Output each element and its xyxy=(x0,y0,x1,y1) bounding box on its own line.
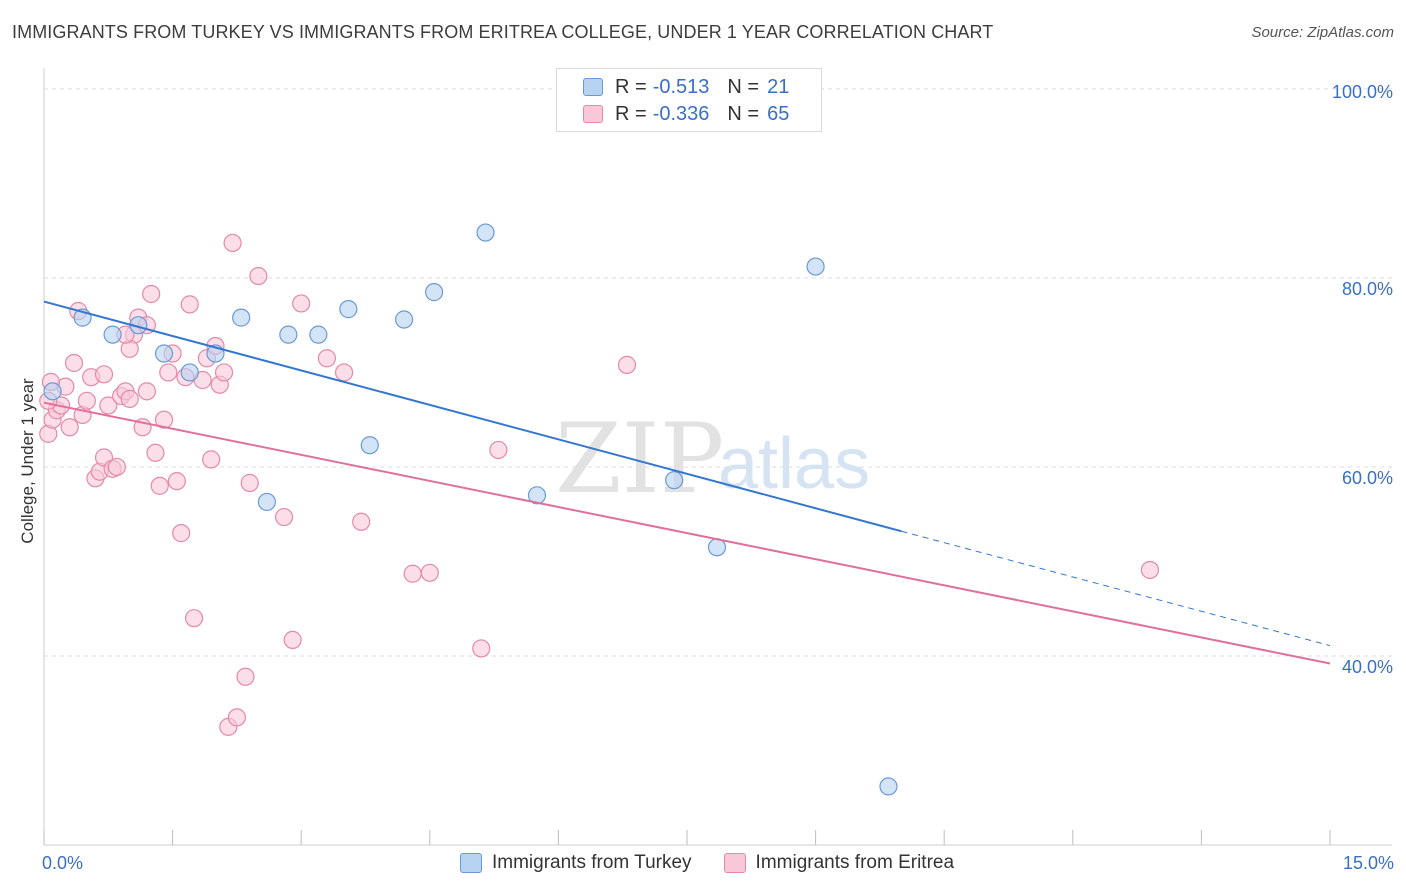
y-tick-label: 40.0% xyxy=(1342,657,1393,677)
axes xyxy=(43,68,1392,846)
eritrea-swatch xyxy=(583,105,603,123)
source-label: Source: ZipAtlas.com xyxy=(1251,24,1394,41)
turkey-trend-extension xyxy=(901,530,1331,647)
turkey-point xyxy=(279,325,298,344)
eritrea-point xyxy=(137,382,156,401)
turkey-legend-label: Immigrants from Turkey xyxy=(492,852,692,873)
eritrea-trend-line xyxy=(43,401,1331,665)
x-tick-min: 0.0% xyxy=(42,853,84,873)
turkey-point xyxy=(665,471,684,490)
turkey-point xyxy=(257,492,277,512)
eritrea-point xyxy=(146,443,165,462)
eritrea-point xyxy=(1140,560,1160,580)
eritrea-point xyxy=(227,708,246,727)
legend-item-turkey[interactable]: Immigrants from Turkey xyxy=(460,852,692,874)
eritrea-point xyxy=(223,233,242,253)
turkey-point xyxy=(43,382,62,401)
turkey-swatch xyxy=(583,78,603,96)
eritrea-point xyxy=(352,512,371,531)
eritrea-point xyxy=(617,355,637,374)
turkey-point xyxy=(394,310,414,329)
eritrea-point xyxy=(283,630,302,650)
eritrea-point xyxy=(167,472,186,491)
eritrea-point xyxy=(180,295,199,314)
eritrea-point xyxy=(403,564,422,583)
turkey-point xyxy=(424,283,444,302)
eritrea-point xyxy=(120,389,139,409)
eritrea-legend-label: Immigrants from Eritrea xyxy=(755,852,955,873)
correlation-legend: R = -0.513 N = 21 R = -0.336 N = 65 xyxy=(556,68,822,132)
watermark-atlas: atlas xyxy=(718,424,870,504)
series-legend: Immigrants from Turkey Immigrants from E… xyxy=(460,852,986,874)
eritrea-point xyxy=(64,353,84,373)
eritrea-point xyxy=(99,396,118,415)
eritrea-point xyxy=(317,349,337,368)
y-axis-label: College, Under 1 year xyxy=(18,378,37,544)
eritrea-point xyxy=(292,294,311,313)
turkey-point xyxy=(309,325,328,344)
turkey-point xyxy=(527,486,547,505)
eritrea-point xyxy=(214,363,234,382)
y-tick-label: 60.0% xyxy=(1342,468,1393,488)
eritrea-r-value: -0.336 xyxy=(652,102,710,125)
eritrea-point xyxy=(184,609,204,628)
legend-row-turkey: R = -0.513 N = 21 xyxy=(583,75,789,99)
turkey-legend-swatch xyxy=(460,853,482,873)
eritrea-point xyxy=(154,410,174,429)
turkey-trend-line xyxy=(43,300,902,533)
turkey-point xyxy=(879,777,898,796)
eritrea-point xyxy=(236,667,255,686)
legend-row-eritrea: R = -0.336 N = 65 xyxy=(583,102,789,126)
eritrea-point xyxy=(150,476,169,495)
watermark: ZIP atlas xyxy=(555,403,870,515)
eritrea-point xyxy=(159,363,178,382)
turkey-r-label: R = xyxy=(615,75,647,98)
legend-item-eritrea[interactable]: Immigrants from Eritrea xyxy=(723,852,955,874)
y-tick-label: 100.0% xyxy=(1332,82,1393,102)
turkey-n-value: 21 xyxy=(767,75,790,98)
eritrea-point xyxy=(249,266,268,286)
eritrea-n-value: 65 xyxy=(767,102,790,125)
eritrea-point xyxy=(77,391,96,410)
watermark-zip: ZIP xyxy=(555,403,724,515)
eritrea-point xyxy=(172,524,191,543)
eritrea-point xyxy=(274,507,294,527)
turkey-point xyxy=(360,436,379,455)
y-tick-label: 80.0% xyxy=(1342,279,1393,299)
eritrea-point xyxy=(202,450,221,469)
eritrea-points xyxy=(39,233,1160,736)
eritrea-r-label: R = xyxy=(615,102,647,125)
eritrea-point xyxy=(94,365,114,384)
turkey-point xyxy=(103,325,122,344)
eritrea-point xyxy=(240,473,259,493)
eritrea-point xyxy=(60,418,79,437)
x-tick-max: 15.0% xyxy=(1342,853,1394,873)
turkey-point xyxy=(806,257,825,276)
turkey-point xyxy=(232,308,251,327)
turkey-point xyxy=(339,300,358,319)
eritrea-n-label: N = xyxy=(727,102,760,125)
eritrea-point xyxy=(142,284,161,304)
eritrea-legend-swatch xyxy=(723,853,746,873)
turkey-r-value: -0.513 xyxy=(652,75,710,98)
eritrea-point xyxy=(334,363,354,382)
gridlines xyxy=(44,88,1392,657)
eritrea-point xyxy=(472,639,491,658)
eritrea-point xyxy=(107,457,126,477)
turkey-point xyxy=(476,223,495,242)
turkey-n-label: N = xyxy=(727,75,760,98)
trend-lines xyxy=(43,300,1331,665)
eritrea-point xyxy=(420,563,439,582)
y-tick-labels: 100.0% 80.0% 60.0% 40.0% xyxy=(1332,82,1393,677)
turkey-point xyxy=(180,363,199,382)
turkey-point xyxy=(154,344,174,363)
chart-title: IMMIGRANTS FROM TURKEY VS IMMIGRANTS FRO… xyxy=(12,22,994,42)
turkey-points xyxy=(43,223,898,796)
eritrea-point xyxy=(489,440,508,460)
